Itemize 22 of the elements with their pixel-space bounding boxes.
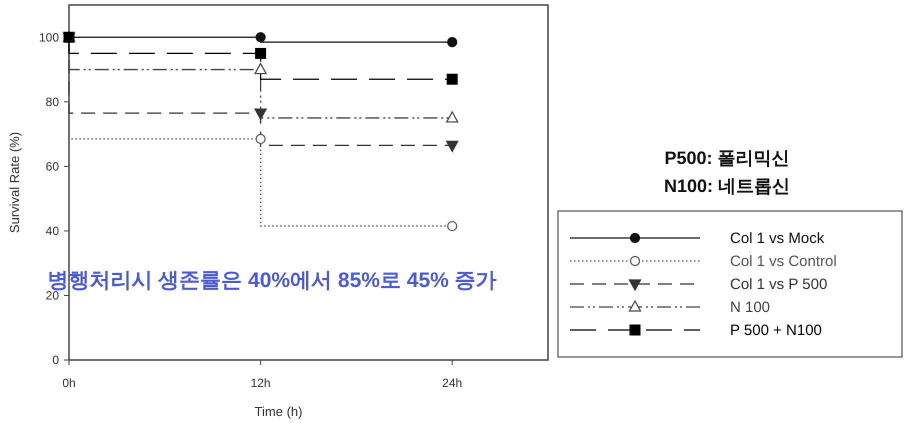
point: [447, 37, 458, 48]
point: [256, 134, 266, 144]
x-tick-label: 12h: [250, 376, 271, 390]
text: P500: 폴리믹신: [664, 148, 790, 168]
y-axis-title: Survival Rate (%): [7, 132, 22, 234]
y-tick-label: 80: [46, 94, 60, 109]
point: [254, 108, 267, 120]
point: [254, 62, 267, 74]
point: [446, 74, 458, 85]
point: [446, 111, 458, 123]
y-tick-label: 60: [46, 159, 60, 174]
y-tick-label: 40: [46, 224, 60, 238]
point: [255, 48, 266, 59]
x-tick-label: 24h: [442, 376, 462, 390]
point: [256, 32, 266, 42]
point: [446, 140, 458, 152]
x-axis-title: Time (h): [254, 404, 302, 419]
y-tick-label: 0: [52, 353, 60, 367]
y-tick-label: 100: [38, 30, 60, 44]
x-tick-label: 0h: [62, 376, 76, 390]
text: N100: 네트롭신: [664, 176, 790, 196]
point: [447, 220, 458, 232]
